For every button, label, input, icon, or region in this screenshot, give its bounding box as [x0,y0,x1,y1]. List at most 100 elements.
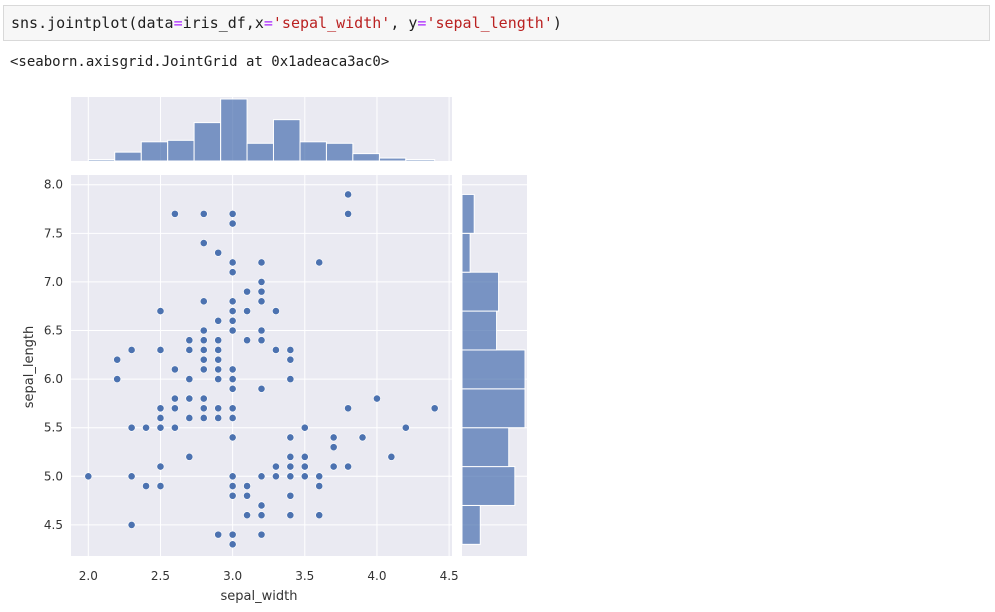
scatter-point [228,219,237,228]
scatter-point [329,433,338,442]
scatter-point [228,540,237,549]
scatter-point [329,443,338,452]
scatter-point [156,482,165,490]
top-hist-bar [325,142,354,162]
scatter-point [214,414,223,422]
right-hist-bar [461,232,471,273]
scatter-point [272,462,280,471]
x-tick-label: 2.5 [151,569,170,583]
scatter-point [199,336,208,345]
scatter-point [286,433,295,442]
scatter-point [84,472,93,481]
right-hist-bar [461,349,526,390]
y-tick-label: 7.5 [44,226,63,240]
scatter-point [286,462,295,471]
scatter-point [228,258,237,267]
right-marginal-histogram [461,175,527,556]
scatter-point [272,472,280,481]
scatter-point [228,530,237,539]
scatter-point [228,482,237,490]
scatter-point [228,472,237,481]
scatter-point [199,394,208,403]
scatter-point [127,423,136,432]
scatter-point [243,336,251,345]
top-marginal-histogram [71,97,452,162]
y-tick-label: 5.0 [44,469,63,483]
scatter-point [156,307,165,315]
scatter-point [199,209,208,218]
scatter-point [199,297,208,306]
scatter-point [228,326,237,335]
scatter-point [243,287,251,296]
scatter-point [315,472,324,481]
scatter-point [156,462,165,471]
scatter-point [257,326,266,335]
code-eq-3: = [417,14,427,32]
right-hist-bar [461,193,475,234]
code-end: ) [552,14,562,32]
scatter-point [257,287,266,296]
x-tick-label: 4.5 [440,569,459,583]
scatter-point [300,472,309,481]
top-hist-bar [272,119,301,162]
scatter-point [300,452,309,461]
y-tick-label: 6.5 [44,324,63,338]
scatter-point [156,414,165,422]
scatter-point [214,336,223,345]
x-tick-label: 3.5 [295,569,314,583]
scatter-point [257,530,266,539]
scatter-point [228,384,237,393]
scatter-point [228,268,237,277]
scatter-point [171,365,179,374]
scatter-point [373,394,381,403]
scatter-point [214,530,223,539]
scatter-point [243,511,251,520]
x-axis-ticks: 2.0 2.5 3.0 3.5 4.0 4.5 [79,569,459,583]
scatter-point [243,482,251,490]
scatter-point [329,462,338,471]
scatter-point [300,423,309,432]
scatter-point [228,209,237,218]
code-mid: , y [390,14,418,32]
scatter-point [257,297,266,306]
code-string-1: 'sepal_width' [272,14,391,32]
scatter-point [214,248,223,257]
x-tick-label: 4.0 [367,569,386,583]
scatter-point [257,258,266,267]
scatter-point [228,414,237,422]
top-hist-bar [87,159,116,162]
scatter-point [185,375,194,384]
scatter-point [214,404,223,413]
top-hist-bar [299,141,327,162]
top-hist-bar [220,98,248,162]
scatter-point [214,375,223,384]
top-hist-bar [405,159,436,162]
scatter-plot-background [71,175,452,556]
y-tick-label: 6.0 [44,372,63,386]
top-hist-bar [167,139,195,162]
scatter-point [142,423,150,432]
scatter-point [199,346,208,354]
scatter-point [228,433,237,442]
scatter-point [228,365,237,374]
scatter-point [228,307,237,315]
scatter-point [228,316,237,325]
scatter-point [257,511,266,520]
right-hist-bar [461,504,481,545]
scatter-point [214,365,223,374]
scatter-point [171,209,179,218]
scatter-point [344,190,352,199]
x-tick-label: 3.0 [223,569,242,583]
scatter-point [171,404,179,413]
scatter-point [228,491,237,500]
scatter-point [243,307,251,315]
scatter-point [315,511,324,520]
scatter-point [171,423,179,432]
scatter-point [272,307,280,315]
scatter-point [156,423,165,432]
scatter-point [199,239,208,247]
top-hist-bar [352,153,380,162]
scatter-point [315,482,324,490]
scatter-point [171,394,179,403]
code-cell[interactable]: sns.jointplot(data=iris_df,x='sepal_widt… [3,5,990,41]
